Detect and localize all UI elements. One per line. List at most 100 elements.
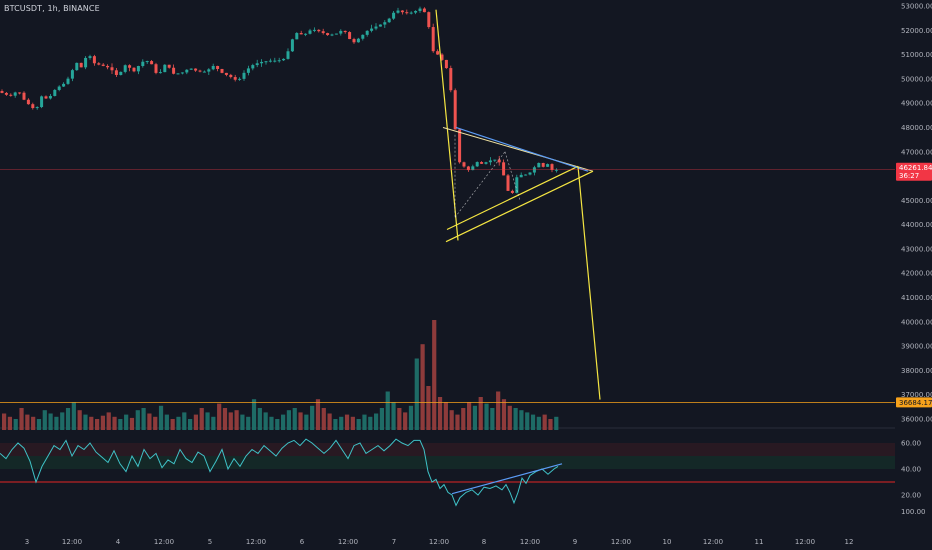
volume-bar <box>432 320 437 430</box>
volume-bar <box>368 416 373 430</box>
volume-bar <box>350 416 355 430</box>
volume-bar <box>292 408 297 430</box>
candle-body <box>84 57 88 68</box>
candle-body <box>92 56 96 64</box>
candle-body <box>528 172 532 175</box>
candle-body <box>75 62 79 71</box>
candle-body <box>440 54 444 60</box>
volume-bar <box>257 408 262 430</box>
price-tick-label: 39000.00 <box>901 343 932 351</box>
volume-bar <box>304 414 309 430</box>
candle-body <box>510 190 514 193</box>
volume-bar <box>42 410 47 430</box>
rsi-zone-bands <box>0 427 895 483</box>
volume-bar <box>548 419 553 430</box>
candle-body <box>524 174 528 176</box>
volume-bar <box>141 408 146 430</box>
volume-bar <box>315 399 321 430</box>
candle-body <box>286 51 290 59</box>
candle-body <box>502 162 506 176</box>
candle-body <box>264 61 268 63</box>
candle-body <box>167 64 171 68</box>
candle-body <box>339 30 343 34</box>
volume-bar <box>19 408 24 430</box>
volume-bar <box>234 410 239 430</box>
volume-bar <box>77 410 82 430</box>
candle-body <box>66 78 70 84</box>
candle-body <box>378 24 382 27</box>
candle-body <box>48 95 52 99</box>
last-price-badge <box>896 162 932 181</box>
candle-body <box>449 68 453 91</box>
volume-bar <box>298 412 303 430</box>
candle-body <box>422 8 426 13</box>
candle-body <box>189 68 193 70</box>
volume-bar <box>391 402 396 430</box>
volume-bar <box>501 399 507 430</box>
volume-bar <box>507 405 512 430</box>
candle-body <box>9 94 13 96</box>
price-tick-label: 47000.00 <box>901 148 932 156</box>
volume-bar <box>362 414 367 430</box>
candle-body <box>387 18 391 23</box>
candle-body <box>431 27 435 52</box>
volume-bar <box>356 419 361 430</box>
time-tick-label: 6 <box>300 538 305 546</box>
time-tick-label: 12:00 <box>703 538 723 546</box>
candle-body <box>57 86 61 90</box>
candle-body <box>35 107 39 109</box>
volume-bar <box>118 419 123 430</box>
volume-bar <box>478 397 483 430</box>
volume-bar <box>217 403 222 430</box>
volume-bar <box>89 416 94 430</box>
volume-bar <box>374 413 379 430</box>
candlesticks <box>0 6 558 194</box>
candle-body <box>224 72 228 75</box>
candle-body <box>255 63 259 66</box>
volume-bar <box>461 408 466 430</box>
volume-bar <box>403 412 408 430</box>
volume-bar <box>339 416 344 430</box>
time-tick-label: 7 <box>392 538 396 546</box>
time-tick-label: 12:00 <box>520 538 540 546</box>
volume-bar <box>199 408 204 430</box>
target-level-badge <box>896 397 932 408</box>
volume-bar <box>182 412 187 430</box>
time-tick-label: 12:00 <box>611 538 631 546</box>
time-tick-label: 12:00 <box>154 538 174 546</box>
candle-body <box>462 162 466 167</box>
last-price-countdown: 36:27 <box>899 172 919 180</box>
candle-body <box>453 90 457 130</box>
candle-body <box>317 29 321 32</box>
volume-bar <box>2 413 7 430</box>
blue-resistance-line <box>455 126 589 172</box>
candle-body <box>211 65 215 70</box>
rsi-tick-label: 20.00 <box>901 492 921 500</box>
price-tick-label: 42000.00 <box>901 270 932 278</box>
candle-body <box>136 66 140 72</box>
volume-bar <box>525 412 530 430</box>
price-tick-label: 40000.00 <box>901 318 932 326</box>
candle-body <box>550 164 554 170</box>
candle-body <box>405 12 409 14</box>
volume-bar <box>170 419 175 430</box>
candle-body <box>409 12 413 14</box>
volume-bar <box>71 402 76 430</box>
candle-body <box>546 164 550 167</box>
volume-bar <box>449 410 454 430</box>
volume-bar <box>269 416 274 430</box>
candle-body <box>427 12 431 28</box>
volume-bar <box>414 358 419 430</box>
candle-body <box>220 68 224 73</box>
volume-bar <box>176 416 181 430</box>
volume-bar <box>437 397 443 430</box>
candle-body <box>88 56 92 58</box>
volume-bar <box>490 408 495 430</box>
candle-body <box>321 31 325 34</box>
time-tick-label: 5 <box>208 538 212 546</box>
volume-bar <box>251 399 257 430</box>
volume-bar <box>554 416 559 430</box>
candle-body <box>475 162 479 167</box>
candle-body <box>471 166 475 171</box>
